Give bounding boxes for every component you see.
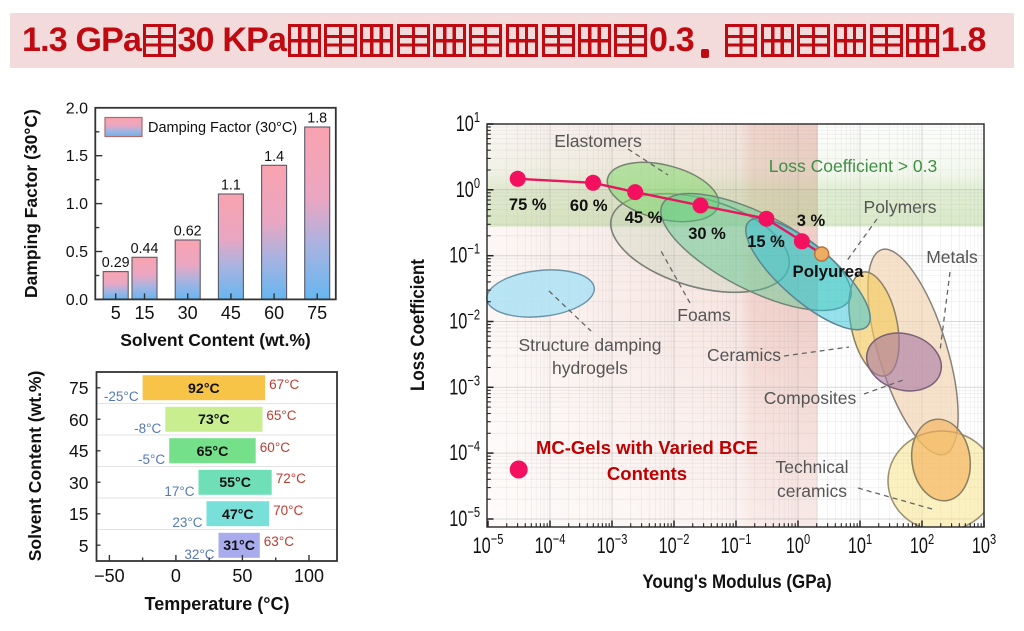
svg-text:32°C: 32°C (184, 547, 214, 562)
svg-text:hydrogels: hydrogels (552, 358, 628, 378)
svg-text:10−5: 10−5 (473, 530, 504, 558)
svg-text:30: 30 (69, 473, 89, 493)
svg-text:1.5: 1.5 (66, 148, 88, 165)
svg-text:-5°C: -5°C (138, 452, 165, 467)
svg-text:30: 30 (178, 303, 198, 323)
svg-text:67°C: 67°C (269, 377, 299, 392)
svg-text:15: 15 (134, 303, 154, 323)
svg-text:Young's Modulus (GPa): Young's Modulus (GPa) (642, 570, 831, 592)
svg-text:0.5: 0.5 (66, 244, 88, 261)
svg-text:10−1: 10−1 (449, 240, 480, 268)
svg-text:10−1: 10−1 (721, 530, 752, 558)
svg-text:102: 102 (910, 530, 934, 558)
svg-text:100: 100 (294, 566, 324, 586)
svg-text:10−4: 10−4 (535, 530, 566, 558)
svg-text:0.29: 0.29 (102, 255, 130, 271)
svg-text:15 %: 15 % (747, 233, 785, 251)
svg-text:72°C: 72°C (276, 471, 306, 486)
svg-text:Structure damping: Structure damping (519, 335, 662, 355)
svg-text:75: 75 (307, 303, 327, 323)
svg-text:-8°C: -8°C (134, 421, 161, 436)
svg-text:103: 103 (972, 530, 996, 558)
svg-text:MC-Gels with Varied BCE: MC-Gels with Varied BCE (536, 437, 758, 458)
svg-text:0.62: 0.62 (174, 224, 202, 240)
svg-text:Solvent Content (wt.%): Solvent Content (wt.%) (120, 330, 311, 350)
svg-text:Metals: Metals (926, 247, 978, 267)
svg-text:10−2: 10−2 (659, 530, 690, 558)
svg-text:73°C: 73°C (198, 412, 230, 428)
svg-text:Technical: Technical (776, 457, 849, 477)
svg-text:Loss Coefficient > 0.3: Loss Coefficient > 0.3 (769, 156, 937, 176)
svg-text:50: 50 (232, 566, 252, 586)
svg-text:Polymers: Polymers (864, 197, 937, 217)
svg-text:10−3: 10−3 (449, 372, 480, 400)
svg-text:10−5: 10−5 (449, 503, 480, 531)
svg-text:92°C: 92°C (188, 381, 220, 397)
svg-text:101: 101 (848, 530, 872, 558)
svg-text:60°C: 60°C (260, 440, 290, 455)
svg-text:2.0: 2.0 (66, 100, 88, 117)
svg-text:-25°C: -25°C (104, 389, 139, 404)
svg-text:0: 0 (171, 566, 181, 586)
svg-text:30 %: 30 % (688, 225, 726, 243)
svg-text:65°C: 65°C (197, 444, 229, 460)
svg-text:100: 100 (786, 530, 810, 558)
svg-text:17°C: 17°C (164, 484, 194, 499)
svg-text:5: 5 (111, 303, 121, 323)
svg-text:Damping Factor (30°C): Damping Factor (30°C) (148, 120, 297, 136)
svg-text:45: 45 (69, 441, 88, 461)
svg-text:0.0: 0.0 (66, 292, 88, 309)
svg-text:Polyurea: Polyurea (793, 262, 865, 281)
svg-text:1.1: 1.1 (221, 178, 241, 194)
svg-text:65°C: 65°C (266, 408, 296, 423)
svg-text:Ceramics: Ceramics (707, 345, 781, 365)
svg-text:−50: −50 (94, 566, 125, 586)
svg-text:70°C: 70°C (273, 503, 303, 518)
svg-text:3 %: 3 % (797, 212, 826, 230)
svg-text:45: 45 (221, 303, 241, 323)
svg-text:Solvent Content (wt.%): Solvent Content (wt.%) (25, 371, 45, 562)
svg-text:31°C: 31°C (223, 538, 255, 554)
svg-text:1.4: 1.4 (264, 149, 284, 165)
svg-text:63°C: 63°C (264, 534, 294, 549)
svg-text:1.8: 1.8 (307, 111, 327, 127)
svg-text:47°C: 47°C (222, 507, 254, 523)
svg-text:10−3: 10−3 (597, 530, 628, 558)
svg-text:55°C: 55°C (219, 475, 251, 491)
svg-text:15: 15 (69, 504, 88, 524)
svg-text:Damping Factor (30°C): Damping Factor (30°C) (21, 109, 41, 298)
svg-text:Elastomers: Elastomers (554, 131, 642, 151)
svg-text:1.0: 1.0 (66, 196, 88, 213)
svg-text:Temperature (°C): Temperature (°C) (145, 594, 290, 614)
svg-text:Loss Coefficient: Loss Coefficient (406, 259, 428, 391)
svg-text:75: 75 (69, 378, 88, 398)
svg-text:10−2: 10−2 (449, 306, 480, 334)
svg-text:0.44: 0.44 (131, 241, 159, 257)
svg-text:ceramics: ceramics (777, 481, 847, 501)
svg-text:Contents: Contents (607, 463, 687, 484)
svg-text:60 %: 60 % (570, 197, 608, 215)
svg-text:10−4: 10−4 (449, 437, 480, 465)
svg-text:101: 101 (456, 108, 480, 136)
svg-text:60: 60 (69, 410, 89, 430)
svg-text:5: 5 (79, 536, 89, 556)
svg-text:45 %: 45 % (625, 209, 663, 227)
svg-text:60: 60 (264, 303, 284, 323)
svg-text:100: 100 (456, 174, 480, 202)
svg-text:23°C: 23°C (172, 515, 202, 530)
svg-text:Foams: Foams (677, 305, 731, 325)
svg-text:75 %: 75 % (509, 196, 547, 214)
svg-text:Composites: Composites (764, 388, 857, 408)
